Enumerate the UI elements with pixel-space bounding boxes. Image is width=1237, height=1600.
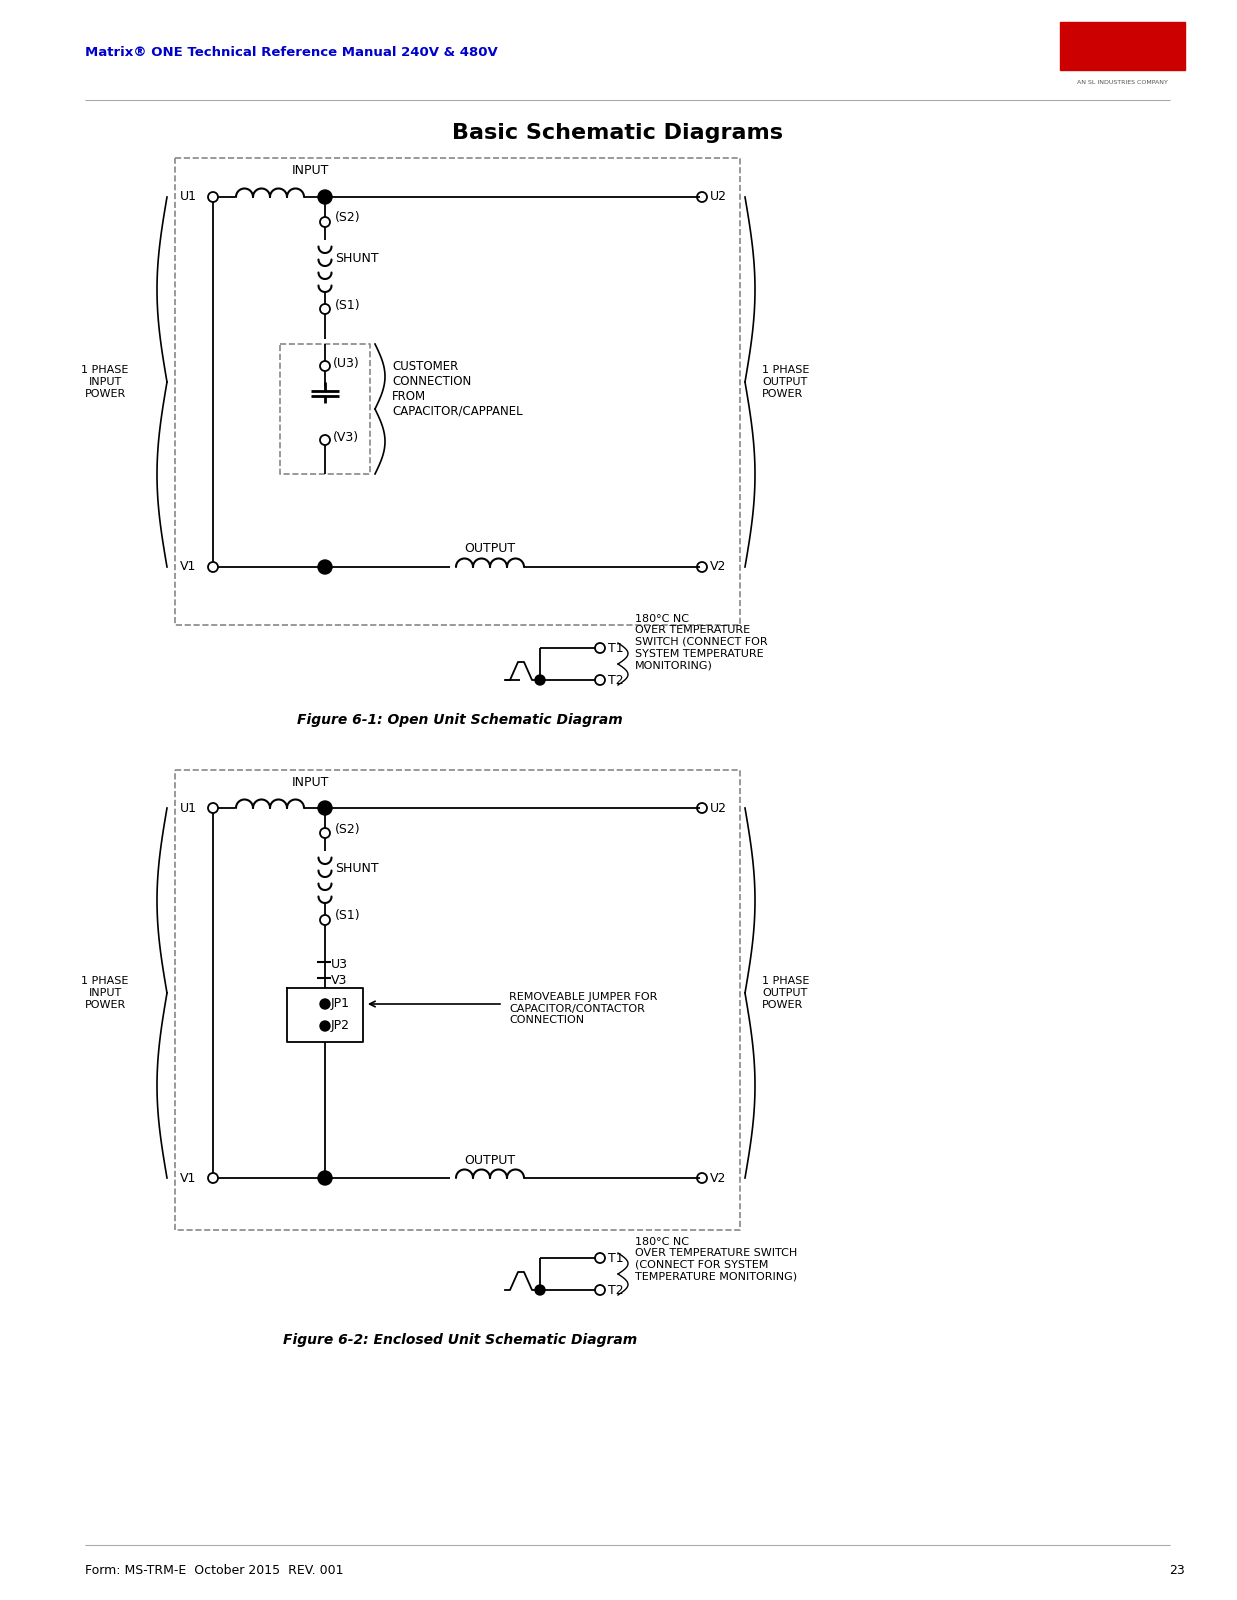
Text: V1: V1: [181, 1171, 197, 1184]
Circle shape: [318, 1171, 332, 1186]
Text: T1: T1: [609, 1251, 623, 1264]
Text: JP1: JP1: [332, 997, 350, 1011]
Text: (S1): (S1): [335, 909, 361, 923]
Text: CUSTOMER
CONNECTION
FROM
CAPACITOR/CAPPANEL: CUSTOMER CONNECTION FROM CAPACITOR/CAPPA…: [392, 360, 522, 418]
Text: OUTPUT: OUTPUT: [464, 1154, 516, 1166]
Text: JP2: JP2: [332, 1019, 350, 1032]
Text: V3: V3: [332, 973, 348, 987]
Bar: [1060, 22, 1185, 70]
Text: Form: MS-TRM-E  October 2015  REV. 001: Form: MS-TRM-E October 2015 REV. 001: [85, 1563, 344, 1576]
Text: MTE: MTE: [1086, 51, 1158, 80]
Text: T2: T2: [609, 1283, 623, 1296]
Text: 1 PHASE
INPUT
POWER: 1 PHASE INPUT POWER: [82, 976, 129, 1010]
Text: V1: V1: [181, 560, 197, 573]
Text: 1 PHASE
INPUT
POWER: 1 PHASE INPUT POWER: [82, 365, 129, 398]
Text: Figure 6-2: Enclosed Unit Schematic Diagram: Figure 6-2: Enclosed Unit Schematic Diag…: [283, 1333, 637, 1347]
Circle shape: [320, 1021, 330, 1030]
Text: U1: U1: [181, 802, 197, 814]
Text: OUTPUT: OUTPUT: [464, 542, 516, 555]
Text: (V3): (V3): [333, 430, 359, 443]
Text: V2: V2: [710, 1171, 726, 1184]
Text: AN SL INDUSTRIES COMPANY: AN SL INDUSTRIES COMPANY: [1077, 80, 1168, 85]
Text: 1 PHASE
OUTPUT
POWER: 1 PHASE OUTPUT POWER: [762, 365, 809, 398]
Circle shape: [318, 560, 332, 574]
Text: REMOVEABLE JUMPER FOR
CAPACITOR/CONTACTOR
CONNECTION: REMOVEABLE JUMPER FOR CAPACITOR/CONTACTO…: [508, 992, 657, 1026]
Text: T1: T1: [609, 642, 623, 654]
Circle shape: [318, 802, 332, 814]
Circle shape: [534, 675, 546, 685]
Circle shape: [320, 998, 330, 1010]
Text: V2: V2: [710, 560, 726, 573]
Text: 23: 23: [1169, 1563, 1185, 1576]
Text: (U3): (U3): [333, 357, 360, 370]
Text: U2: U2: [710, 802, 727, 814]
Circle shape: [318, 190, 332, 203]
Circle shape: [534, 1285, 546, 1294]
Text: SHUNT: SHUNT: [335, 251, 379, 264]
Text: (S1): (S1): [335, 299, 361, 312]
Text: INPUT: INPUT: [291, 163, 329, 176]
Text: SHUNT: SHUNT: [335, 862, 379, 875]
Text: T2: T2: [609, 674, 623, 686]
Text: U1: U1: [181, 190, 197, 203]
Text: (S2): (S2): [335, 822, 361, 835]
Text: 1 PHASE
OUTPUT
POWER: 1 PHASE OUTPUT POWER: [762, 976, 809, 1010]
Text: Matrix® ONE Technical Reference Manual 240V & 480V: Matrix® ONE Technical Reference Manual 2…: [85, 45, 497, 59]
Text: 180°C NC
OVER TEMPERATURE SWITCH
(CONNECT FOR SYSTEM
TEMPERATURE MONITORING): 180°C NC OVER TEMPERATURE SWITCH (CONNEC…: [635, 1237, 798, 1282]
Text: U2: U2: [710, 190, 727, 203]
Text: Figure 6-1: Open Unit Schematic Diagram: Figure 6-1: Open Unit Schematic Diagram: [297, 714, 623, 726]
Text: 180°C NC
OVER TEMPERATURE
SWITCH (CONNECT FOR
SYSTEM TEMPERATURE
MONITORING): 180°C NC OVER TEMPERATURE SWITCH (CONNEC…: [635, 614, 768, 670]
Text: U3: U3: [332, 957, 348, 971]
Text: Basic Schematic Diagrams: Basic Schematic Diagrams: [453, 123, 783, 142]
Text: INPUT: INPUT: [291, 776, 329, 789]
Text: (S2): (S2): [335, 211, 361, 224]
